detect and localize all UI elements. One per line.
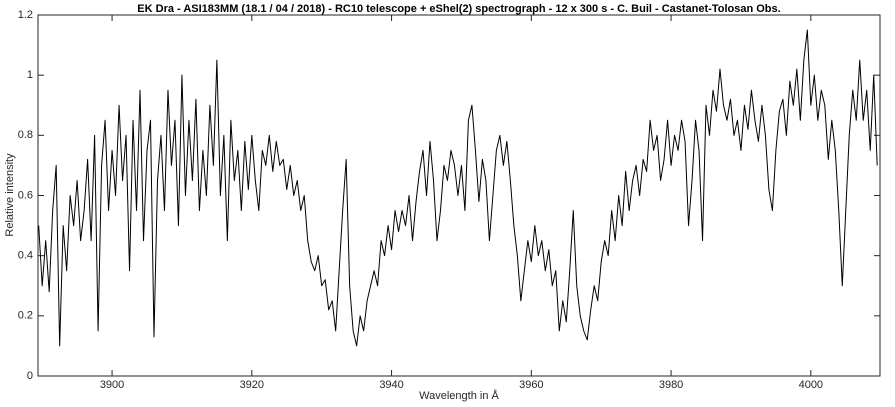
y-tick-label: 0.2 xyxy=(18,310,33,322)
x-axis-label: Wavelength in Å xyxy=(419,389,499,402)
y-tick-label: 1 xyxy=(27,69,33,81)
spectrum-line xyxy=(38,29,878,347)
y-tick-label: 1.2 xyxy=(18,9,33,21)
x-tick-label: 3920 xyxy=(240,379,264,391)
x-tick-label: 3940 xyxy=(379,379,403,391)
x-tick-label: 3960 xyxy=(519,379,543,391)
plot-frame xyxy=(37,14,881,377)
x-tick-label: 3900 xyxy=(100,379,124,391)
y-tick-label: 0.8 xyxy=(18,129,33,141)
y-axis-label: Relative intensity xyxy=(4,153,16,237)
y-tick-label: 0.4 xyxy=(18,250,33,262)
x-tick-label: 4000 xyxy=(799,379,823,391)
chart-title: EK Dra - ASI183MM (18.1 / 04 / 2018) - R… xyxy=(137,3,780,15)
y-tick-label: 0 xyxy=(27,370,33,382)
y-tick-label: 0.6 xyxy=(18,189,33,201)
x-tick-label: 3980 xyxy=(659,379,683,391)
